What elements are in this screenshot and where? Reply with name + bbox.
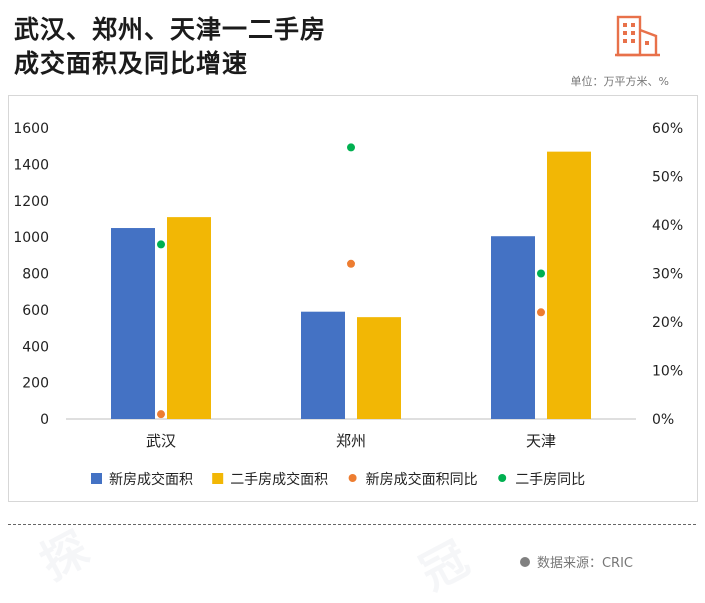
source-note: 数据来源：CRIC xyxy=(519,552,633,571)
point-second-yoy xyxy=(157,240,165,249)
y-left-tick-label: 1600 xyxy=(13,121,49,137)
y-right-tick-label: 50% xyxy=(652,170,683,186)
legend-label: 二手房同比 xyxy=(515,472,585,488)
point-new-yoy xyxy=(157,410,165,419)
legend-swatch xyxy=(498,474,507,482)
y-left-tick-label: 400 xyxy=(22,339,49,355)
chart-panel: 0 200 400 600 800 1000 1200 1400 1600 0% 10% 20% 30%… xyxy=(8,95,698,502)
x-tick-label: 武汉 xyxy=(146,432,176,450)
point-second-yoy xyxy=(537,269,545,278)
legend-swatch xyxy=(91,473,102,484)
legend-swatch xyxy=(212,473,224,484)
building-icon xyxy=(615,15,660,57)
legend-label: 二手房成交面积 xyxy=(230,471,328,488)
bar-second-area xyxy=(167,217,211,419)
bar-second-area xyxy=(547,151,591,420)
legend-label: 新房成交面积同比 xyxy=(366,471,478,488)
y-right-tick-label: 20% xyxy=(652,315,683,331)
y-left-tick-label: 0 xyxy=(40,412,49,428)
legend-swatch xyxy=(348,474,357,482)
point-second-yoy xyxy=(347,143,355,152)
bullet-icon xyxy=(519,556,530,567)
y-right-tick-label: 40% xyxy=(652,218,683,234)
y-right-tick-label: 10% xyxy=(652,364,683,380)
bar-second-area xyxy=(357,317,401,419)
y-left-tick-label: 200 xyxy=(22,376,49,392)
source-text: 数据来源：CRIC xyxy=(536,556,633,571)
y-left-tick-label: 1400 xyxy=(13,157,49,173)
point-new-yoy xyxy=(347,259,355,268)
legend-label: 新房成交面积 xyxy=(109,471,193,488)
x-tick-label: 郑州 xyxy=(336,432,366,450)
y-left-tick-label: 800 xyxy=(22,267,49,283)
bar-chart: 0 200 400 600 800 1000 1200 1400 1600 0% 10% 20% 30%… xyxy=(13,121,683,488)
y-right-tick-label: 0% xyxy=(652,412,674,428)
unit-note: 单位：万平方米、% xyxy=(570,75,669,88)
y-left-tick-label: 600 xyxy=(22,303,49,319)
y-right-tick-label: 60% xyxy=(652,121,683,137)
point-new-yoy xyxy=(537,308,545,317)
chart-title-line1: 武汉、郑州、天津一二手房 xyxy=(14,15,327,44)
y-right-tick-label: 30% xyxy=(652,267,683,283)
y-left-tick-label: 1000 xyxy=(13,230,49,246)
x-tick-label: 天津 xyxy=(526,432,556,450)
chart-title-line2: 成交面积及同比增速 xyxy=(14,49,249,78)
footer-divider xyxy=(8,524,696,525)
bar-new-area xyxy=(111,228,155,419)
bar-new-area xyxy=(491,236,535,419)
bar-new-area xyxy=(301,311,345,419)
y-left-tick-label: 1200 xyxy=(13,194,49,210)
